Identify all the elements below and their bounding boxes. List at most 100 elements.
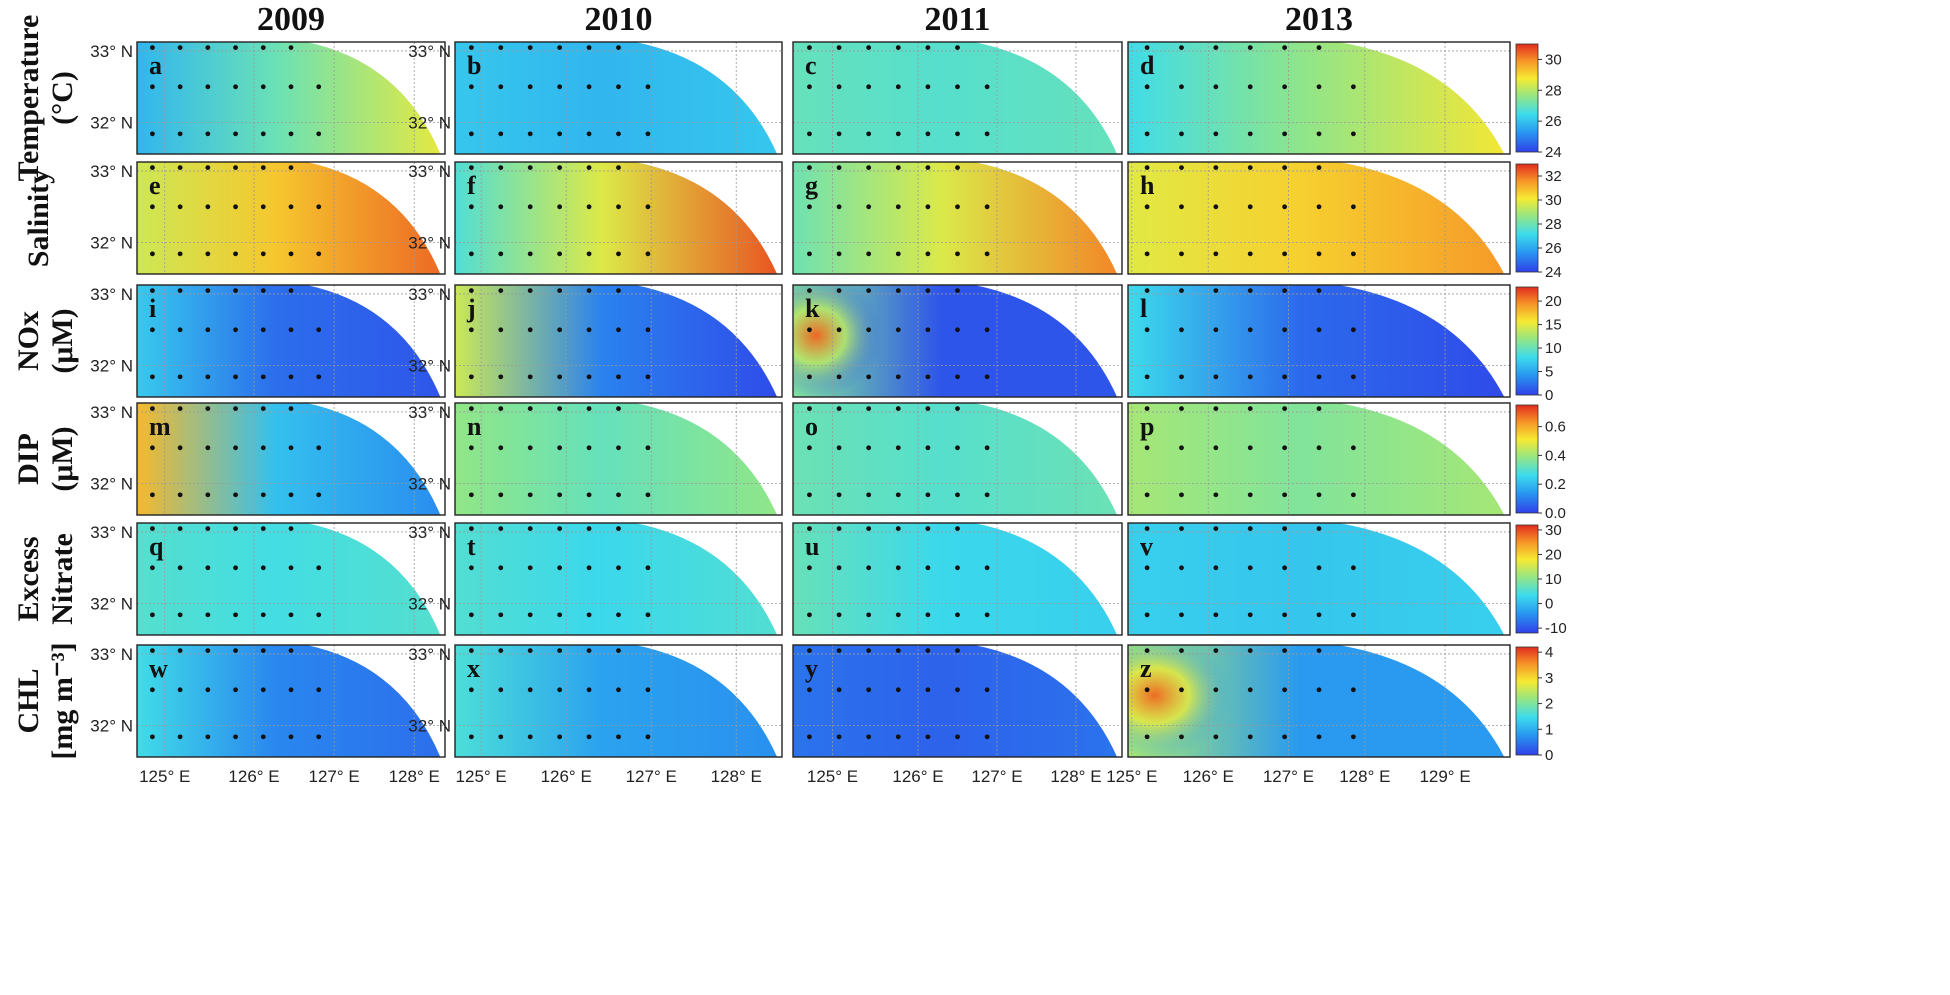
y-tick-q-0: 33° N <box>90 523 133 542</box>
station-dot <box>233 406 238 411</box>
station-dot <box>645 492 651 498</box>
station-dot <box>260 251 266 257</box>
station-dot <box>1316 492 1322 498</box>
station-dot <box>177 445 183 451</box>
x-tick-2010-2: 127° E <box>626 767 677 786</box>
colorbar-tick-chl-0: 4 <box>1545 644 1553 661</box>
panel-letter-l: l <box>1140 294 1147 323</box>
station-dot <box>984 565 990 571</box>
station-dot <box>233 251 238 257</box>
station-dot <box>1282 327 1288 333</box>
station-dot <box>260 492 266 498</box>
panel-letter-p: p <box>1140 412 1154 441</box>
colorbar-tick-chl-3: 1 <box>1545 721 1553 738</box>
station-dot <box>1350 612 1356 618</box>
station-dot <box>984 687 990 693</box>
station-dot <box>557 612 563 618</box>
panel-e: e 33° N 32° N <box>90 161 446 275</box>
station-dot <box>807 327 812 333</box>
station-dot <box>260 406 266 411</box>
station-dot <box>150 734 155 740</box>
station-dot <box>233 687 238 693</box>
station-dot <box>233 165 238 171</box>
station-dot <box>1282 165 1288 171</box>
panel-letter-k: k <box>805 294 820 323</box>
station-dot <box>1144 84 1150 90</box>
panel-frame-m <box>136 402 446 516</box>
colorbar-tick-salinity-4: 24 <box>1545 264 1562 281</box>
station-dot <box>1316 165 1322 171</box>
station-dot <box>527 612 533 618</box>
station-dot <box>316 445 322 451</box>
station-dot <box>1213 251 1219 257</box>
station-dot <box>527 687 533 693</box>
station-dot <box>1282 406 1288 411</box>
station-dot <box>527 565 533 571</box>
station-dot <box>645 251 651 257</box>
y-tick-x-1: 32° N <box>408 717 451 736</box>
station-dot <box>468 288 474 293</box>
station-dot <box>233 648 238 653</box>
station-dot <box>498 327 504 333</box>
year-title-2013: 2013 <box>1285 1 1353 38</box>
station-dot <box>205 526 211 531</box>
station-dot <box>925 565 931 571</box>
station-dot <box>557 327 563 333</box>
station-dot <box>177 374 183 380</box>
station-dot <box>150 131 155 137</box>
panel-x: x 33° N 32° N <box>408 644 783 758</box>
station-dot <box>1144 565 1150 571</box>
station-dot <box>1213 374 1219 380</box>
station-dot <box>498 734 504 740</box>
station-dot <box>150 374 155 380</box>
x-tick-2009-3: 128° E <box>389 767 440 786</box>
panel-field-d <box>1128 42 1505 154</box>
station-dot <box>1282 648 1288 653</box>
station-dot <box>205 612 211 618</box>
station-dot <box>233 84 238 90</box>
colorbar-tick-salinity-1: 30 <box>1545 192 1562 209</box>
station-dot <box>925 84 931 90</box>
station-dot <box>527 445 533 451</box>
station-dot <box>316 687 322 693</box>
panel-field-y <box>793 645 1118 757</box>
station-dot <box>616 687 621 693</box>
station-dot <box>205 445 211 451</box>
panel-frame-t <box>454 522 783 636</box>
station-dot <box>177 648 183 653</box>
x-tick-2010-0: 125° E <box>456 767 507 786</box>
station-dot <box>1316 251 1322 257</box>
panel-letter-g: g <box>805 171 818 200</box>
station-dot <box>807 687 812 693</box>
station-dot <box>150 687 155 693</box>
station-dot <box>1247 445 1253 451</box>
station-dot <box>1179 131 1184 137</box>
station-dot <box>925 204 931 210</box>
station-dot <box>1316 45 1322 50</box>
station-dot <box>866 131 872 137</box>
station-dot <box>1213 734 1219 740</box>
station-dot <box>1179 565 1184 571</box>
hotspot-k <box>793 285 882 397</box>
panel-frame-f <box>454 161 783 275</box>
station-dot <box>616 204 621 210</box>
station-dot <box>205 84 211 90</box>
panel-i: i 33° N 32° N <box>90 284 446 398</box>
station-dot <box>586 374 592 380</box>
panel-letter-x: x <box>467 654 480 683</box>
colorbar-tick-excess_nitrate-0: 30 <box>1545 522 1562 539</box>
station-dot <box>233 327 238 333</box>
panel-frame-e <box>136 161 446 275</box>
station-dot <box>260 445 266 451</box>
station-dot <box>616 45 621 50</box>
panel-b: b 33° N 32° N <box>408 41 783 155</box>
station-dot <box>260 45 266 50</box>
station-dot <box>468 251 474 257</box>
station-dot <box>205 565 211 571</box>
station-dot <box>645 734 651 740</box>
station-dot <box>1144 612 1150 618</box>
station-dot <box>807 565 812 571</box>
station-dot <box>233 565 238 571</box>
station-dot <box>1247 327 1253 333</box>
station-dot <box>260 374 266 380</box>
